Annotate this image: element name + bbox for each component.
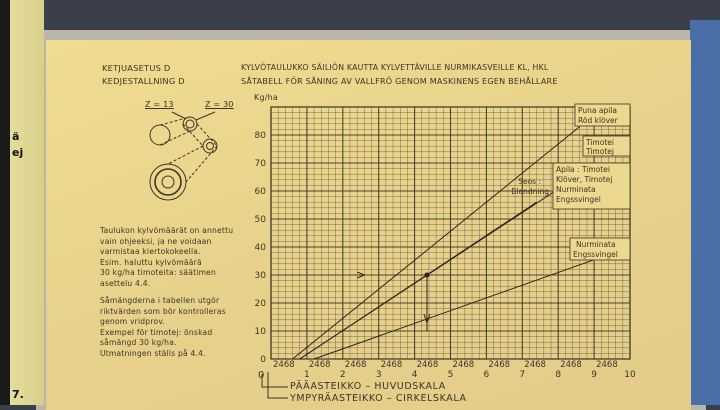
x-minor-tick-label: 2468 [596, 360, 618, 370]
adjacent-label: ä ej 7. [0, 0, 44, 405]
x-tick-label: 7 [519, 370, 525, 380]
y-tick-label: 50 [255, 215, 267, 225]
note-line: vain ohjeeksi, ja ne voidaan [100, 236, 212, 246]
note-line: Taulukon kylvömäärät on annettu [100, 226, 234, 235]
x-tick-label: 10 [624, 370, 636, 380]
label-mix: Blandning [511, 187, 549, 196]
edge-text: 7. [12, 388, 24, 401]
x-minor-tick-label: 2468 [560, 360, 582, 370]
arrow-right-icon [356, 271, 366, 279]
main-scale-label: PÄÄASTEIKKO – HUVUDSKALA [290, 381, 446, 392]
chain-setting-fi: KETJUASETUS D [102, 63, 171, 73]
y-tick-label: 10 [255, 327, 267, 337]
note-line: såmängd 30 kg/ha. [100, 338, 177, 347]
label-box [574, 103, 631, 127]
x-tick-label: 9 [591, 370, 597, 380]
x-tick-label: 2 [340, 370, 346, 380]
series-line [313, 246, 631, 360]
x-minor-tick-label: 2468 [488, 360, 510, 370]
note-line: riktvärden som bör kontrolleras [100, 306, 226, 316]
note-line: Exempel för timotej: önskad [100, 327, 213, 337]
gear-label-z30: Z = 30 [205, 100, 234, 109]
x-tick-label: 4 [412, 370, 418, 380]
seed-table-label [46, 40, 691, 410]
label-meadow-fescue: Engssvingel [573, 250, 618, 259]
blue-surface [690, 20, 720, 405]
label-mix-component: Apila : Timotei [556, 165, 610, 174]
label-red-clover: Puna apila [578, 106, 617, 115]
label-timothy: Timotei [585, 138, 614, 147]
x-tick-label: 3 [376, 370, 382, 380]
note-line: varmistaa kiertokokeella. [100, 247, 201, 256]
series-line [292, 126, 581, 360]
label-mix-component: Klöver, Timotej [556, 175, 612, 184]
circle-scale-label: YMPYRÄASTEIKKO – CIRKELSKALA [290, 393, 467, 404]
arrow-down-icon [423, 314, 431, 325]
label-red-clover: Röd klöver [578, 116, 619, 125]
y-tick-label: 40 [255, 243, 267, 253]
scale-zero: 0 [258, 370, 265, 381]
edge-text: ä [12, 130, 20, 143]
edge-text: ej [12, 146, 24, 159]
x-minor-tick-label: 2468 [309, 360, 331, 370]
x-tick-label: 8 [555, 370, 561, 380]
x-minor-tick-label: 2468 [453, 360, 475, 370]
title-sv: SÅTABELL FÖR SÅNING AV VALLFRÖ GENOM MAS… [241, 76, 558, 86]
y-tick-label: 60 [255, 187, 267, 197]
x-minor-tick-label: 2468 [524, 360, 546, 370]
chain-setting-sv: KEDJESTALLNING D [102, 76, 185, 86]
gear-label-z13: Z = 13 [145, 100, 174, 109]
x-tick-label: 5 [448, 370, 454, 380]
note-line: genom vridprov. [100, 317, 166, 326]
note-line: Utmatningen ställs på 4.4. [100, 348, 206, 358]
label-box [552, 162, 631, 210]
label-box [569, 237, 631, 261]
title-fi: KYLVÖTAULUKKO SÄILIÖN KAUTTA KYLVETTÄVIL… [241, 63, 549, 72]
label-meadow-fescue: Nurminata [576, 240, 616, 249]
label-box [582, 135, 631, 157]
note-line: Såmängderna i tabellen utgör [100, 296, 220, 305]
label-mix: Seos : [518, 177, 541, 186]
y-axis-label: Kg/ha [254, 93, 278, 102]
y-tick-label: 20 [255, 299, 267, 309]
series-line [299, 201, 537, 360]
label-timothy: Timotej [585, 147, 614, 156]
y-tick-label: 0 [260, 355, 266, 365]
x-minor-tick-label: 2468 [345, 360, 367, 370]
x-minor-tick-label: 2468 [381, 360, 403, 370]
note-line: 30 kg/ha timoteita: säätimen [100, 268, 217, 277]
x-minor-tick-label: 2468 [273, 360, 295, 370]
label-mix-component: Engssvingel [556, 195, 601, 204]
label-mix-component: Nurminata [556, 185, 596, 194]
x-tick-label: 1 [304, 370, 310, 380]
x-tick-label: 6 [484, 370, 490, 380]
note-line: Esim. haluttu kylvömäärä [100, 257, 202, 267]
y-tick-label: 70 [255, 159, 267, 169]
note-line: asettelu 4.4. [100, 278, 151, 288]
y-tick-label: 80 [255, 131, 267, 141]
x-minor-tick-label: 2468 [417, 360, 439, 370]
y-tick-label: 30 [255, 271, 267, 281]
